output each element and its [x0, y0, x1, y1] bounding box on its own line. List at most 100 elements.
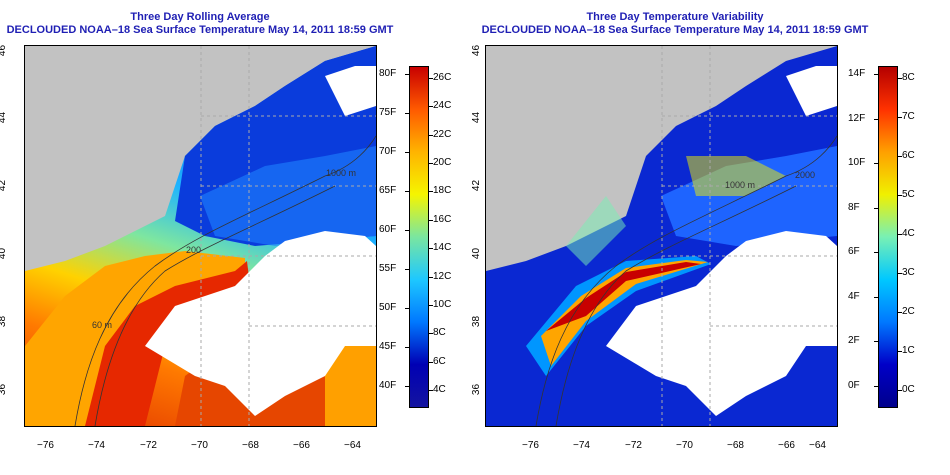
colorbar-tick: [429, 191, 433, 193]
colorbar-tick: [429, 106, 433, 108]
right-x-tick: −70: [676, 440, 693, 451]
right-subtitle: DECLOUDED NOAA–18 Sea Surface Temperatur…: [481, 24, 869, 36]
colorbar-right-label: 20C: [433, 157, 452, 169]
colorbar-right-label: 24C: [433, 100, 452, 112]
colorbar-right-label: 7C: [902, 111, 915, 122]
colorbar-left-label: 10F: [848, 157, 866, 169]
colorbar-tick: [874, 386, 878, 387]
colorbar-left-label: 6F: [848, 246, 860, 258]
colorbar-right-label: 5C: [902, 189, 915, 200]
colorbar-tick: [898, 312, 902, 313]
colorbar-right-label: 14C: [433, 242, 452, 254]
colorbar-tick: [898, 78, 902, 79]
colorbar-left-label: 40F: [379, 380, 397, 391]
right-variability-map: [485, 45, 838, 427]
colorbar-tick: [874, 163, 878, 165]
colorbar-tick: [405, 386, 409, 387]
colorbar-right-label: 4C: [433, 384, 446, 395]
left-x-tick: −76: [37, 440, 54, 451]
left-contour-label: 60 m: [92, 320, 113, 330]
colorbar-tick: [898, 234, 902, 235]
right-x-tick: −76: [522, 440, 539, 451]
colorbar-tick: [405, 191, 409, 192]
colorbar-left-label: 80F: [379, 68, 397, 79]
colorbar-left-label: 55F: [379, 263, 397, 274]
colorbar-tick: [898, 156, 902, 157]
colorbar-left-label: 8F: [848, 201, 860, 213]
left-subtitle: DECLOUDED NOAA–18 Sea Surface Temperatur…: [6, 24, 394, 36]
colorbar-tick: [405, 152, 409, 153]
colorbar-tick: [898, 273, 902, 274]
right-contour-label: 1000 m: [725, 180, 756, 190]
colorbar-tick: [898, 351, 902, 352]
colorbar-tick: [874, 296, 878, 298]
left-y-tick: 36: [0, 383, 9, 396]
colorbar-right-label: 0C: [902, 384, 915, 395]
colorbar-right-label: 8C: [433, 327, 446, 339]
right-x-tick: −74: [573, 440, 590, 451]
left-x-tick: −64: [344, 440, 361, 451]
right-x-tick: −68: [727, 440, 744, 451]
colorbar-left-label: 0F: [848, 380, 860, 391]
colorbar-tick: [405, 347, 409, 348]
colorbar-tick: [429, 276, 433, 278]
left-y-tick: 46: [0, 44, 9, 57]
colorbar-left-label: 65F: [379, 185, 397, 196]
colorbar-tick: [405, 74, 409, 75]
colorbar-left-label: 50F: [379, 302, 397, 313]
colorbar-tick: [429, 78, 433, 79]
right-x-tick: −66: [778, 440, 795, 451]
colorbar-tick: [874, 341, 878, 343]
right-x-tick: −72: [625, 440, 642, 451]
colorbar-right-label: 8C: [902, 72, 915, 83]
left-y-tick: 42: [0, 179, 9, 192]
colorbar-right-label: 3C: [902, 267, 915, 278]
colorbar-tick: [429, 390, 433, 391]
left-y-tick: 40: [0, 247, 9, 260]
colorbar-left-label: 4F: [848, 290, 860, 302]
colorbar-right-label: 6C: [433, 355, 446, 367]
right-y-tick: 44: [471, 111, 483, 124]
colorbar-tick: [898, 390, 902, 391]
colorbar-right-label: 10C: [433, 298, 452, 310]
colorbar-tick: [405, 269, 409, 270]
right-y-tick: 42: [471, 179, 483, 192]
colorbar-tick: [429, 163, 433, 165]
colorbar-right-label: 26C: [433, 72, 452, 83]
colorbar-left-label: 60F: [379, 224, 397, 235]
colorbar-right-label: 2C: [902, 306, 915, 317]
left-x-tick: −72: [140, 440, 157, 451]
right-colorbar: [878, 66, 898, 408]
colorbar-tick: [429, 248, 433, 250]
colorbar-right-label: 18C: [433, 185, 452, 197]
colorbar-tick: [429, 134, 433, 136]
colorbar-tick: [874, 118, 878, 120]
left-x-tick: −70: [191, 440, 208, 451]
right-y-tick: 46: [471, 44, 483, 57]
colorbar-right-label: 22C: [433, 128, 452, 140]
colorbar-left-label: 70F: [379, 146, 397, 157]
colorbar-left-label: 45F: [379, 341, 397, 352]
colorbar-right-label: 6C: [902, 150, 915, 161]
left-contour-label: 1000 m: [326, 168, 357, 178]
left-x-tick: −68: [242, 440, 259, 451]
colorbar-tick: [429, 361, 433, 363]
left-panel: Three Day Rolling Average DECLOUDED NOAA…: [0, 11, 452, 451]
colorbar-left-label: 75F: [379, 107, 397, 118]
colorbar-tick: [405, 113, 409, 114]
colorbar-tick: [405, 308, 409, 309]
right-panel: Three Day Temperature Variability DECLOU…: [471, 0, 950, 475]
left-x-tick: −74: [88, 440, 105, 451]
colorbar-right-label: 1C: [902, 345, 915, 356]
left-y-tick: 38: [0, 315, 9, 328]
right-y-tick: 36: [471, 383, 483, 396]
right-y-tick: 40: [471, 247, 483, 260]
left-title: Three Day Rolling Average: [130, 11, 270, 23]
colorbar-tick: [874, 207, 878, 209]
colorbar-tick: [405, 230, 409, 231]
colorbar-right-label: 12C: [433, 270, 452, 282]
left-y-tick: 44: [0, 111, 9, 124]
colorbar-tick: [898, 117, 902, 118]
right-x-tick: −64: [809, 440, 826, 451]
right-title: Three Day Temperature Variability: [586, 11, 764, 23]
